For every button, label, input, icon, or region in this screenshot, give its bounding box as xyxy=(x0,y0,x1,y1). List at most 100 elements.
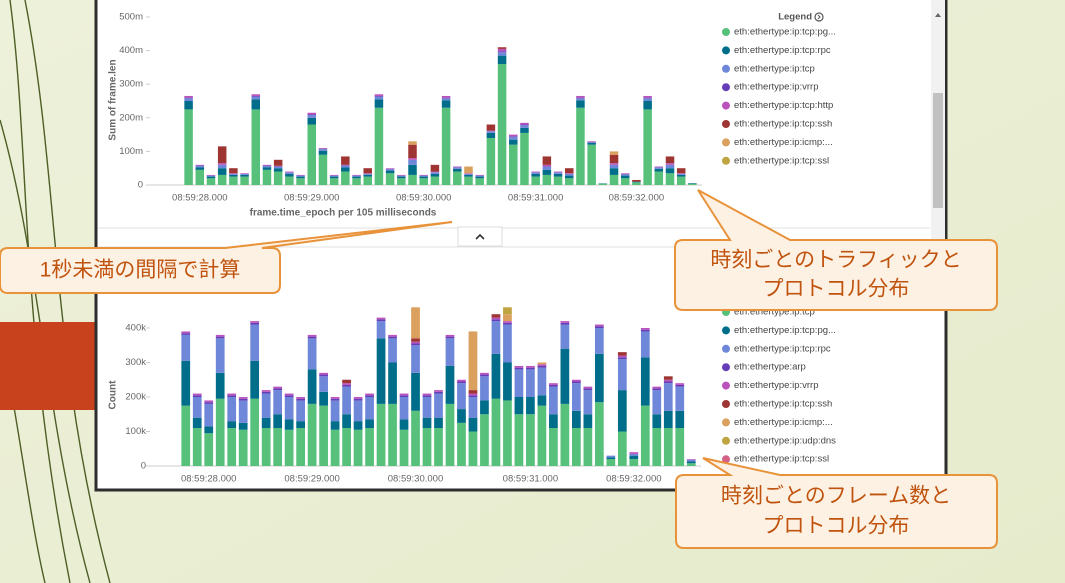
bar-segment xyxy=(363,173,372,174)
bar-segment xyxy=(376,317,386,320)
bar-segment xyxy=(560,403,570,466)
bar-segment xyxy=(480,372,489,375)
bar-segment xyxy=(491,321,501,354)
bar-segment xyxy=(453,167,462,169)
bar-segment xyxy=(408,144,417,159)
legend-swatch xyxy=(722,436,730,445)
bar-segment xyxy=(227,428,237,466)
callout xyxy=(674,189,998,311)
bar-segment xyxy=(676,176,686,185)
bar-segment xyxy=(468,431,478,466)
x-axis-title: frame.time_epoch per 105 milliseconds xyxy=(250,208,437,219)
bar-segment xyxy=(296,398,305,401)
bar-segment xyxy=(273,414,283,429)
bar-segment xyxy=(606,455,616,458)
legend-swatch xyxy=(722,83,730,92)
bar-segment xyxy=(353,397,363,399)
bar-segment xyxy=(273,165,283,167)
bar-segment xyxy=(422,393,432,396)
bar-segment xyxy=(397,174,406,176)
bar-segment xyxy=(486,130,496,132)
bar-segment xyxy=(665,168,675,174)
bar-segment xyxy=(464,173,473,175)
bar-segment xyxy=(526,369,535,397)
bar-segment xyxy=(184,95,193,98)
bar-segment xyxy=(520,124,529,126)
bar-segment xyxy=(399,395,409,397)
bar-segment xyxy=(549,384,558,387)
callout xyxy=(675,457,998,549)
bar-segment xyxy=(215,338,225,373)
collapse-icon[interactable] xyxy=(475,233,485,240)
bar-segment xyxy=(632,179,641,182)
scroll-up[interactable] xyxy=(935,13,941,17)
bar-segment xyxy=(238,397,248,399)
callouts: 1秒未満の間隔で計算 時刻ごとのトラフィックと プロトコル分布 時刻ごとのフレー… xyxy=(0,189,998,549)
bar-segment xyxy=(408,159,417,165)
bar-segment xyxy=(227,421,237,429)
bar-segment xyxy=(251,95,261,97)
bar-segment xyxy=(204,400,214,403)
bar-segment xyxy=(663,376,673,380)
bar-segment xyxy=(206,175,216,177)
bar-segment xyxy=(307,114,317,116)
legend-swatch xyxy=(722,326,730,335)
bar-segment xyxy=(240,174,249,177)
bar-segment xyxy=(663,381,673,384)
bar-segment xyxy=(553,171,563,173)
y-tick-label: 200m xyxy=(119,112,143,123)
bar-segment xyxy=(617,355,627,358)
bar-segment xyxy=(665,173,675,185)
callout-text: 時刻ごとのトラフィックと xyxy=(710,249,961,272)
bar-segment xyxy=(609,168,619,175)
bar-segment xyxy=(475,176,484,179)
legend-label: eth:ethertype:arp xyxy=(734,362,806,373)
bar-segment xyxy=(307,334,317,337)
bar-segment xyxy=(261,428,271,466)
callout xyxy=(0,221,453,294)
bar-segment xyxy=(342,428,351,466)
bar-segment xyxy=(654,171,664,185)
x-tick-label: 08:59:29.000 xyxy=(284,474,339,485)
collapse-tab[interactable] xyxy=(457,226,503,247)
bar-segment xyxy=(318,149,328,151)
scrollbar-thumb[interactable] xyxy=(933,93,943,208)
bar-segment xyxy=(475,174,484,176)
x-tick-label: 08:59:30.000 xyxy=(396,193,451,204)
bar-segment xyxy=(497,51,507,53)
bar-segment xyxy=(273,171,283,185)
bar-segment xyxy=(583,428,593,466)
legend-label: eth:ethertype:ip:udp:dns xyxy=(734,435,836,446)
bar-segment xyxy=(643,98,652,101)
bar-segment xyxy=(564,173,574,174)
bar-segment xyxy=(497,52,507,56)
bar-segment xyxy=(509,136,518,137)
bar-segment xyxy=(365,419,374,429)
bar-segment xyxy=(654,168,664,172)
bar-segment xyxy=(341,171,350,185)
bar-segment xyxy=(560,321,570,323)
bar-segment xyxy=(457,409,466,423)
bar-segment xyxy=(560,322,570,325)
bar-segment xyxy=(665,156,675,164)
bar-segment xyxy=(330,398,340,401)
bar-segment xyxy=(342,383,351,385)
bar-segment xyxy=(514,397,524,415)
callout-text: 時刻ごとのフレーム数と xyxy=(721,485,951,508)
bar-segment xyxy=(576,98,585,101)
legend-toggle-arrow[interactable] xyxy=(817,14,821,20)
bar-segment xyxy=(594,353,604,403)
bar-segment xyxy=(363,174,372,177)
bar-segment xyxy=(629,452,639,454)
bar-segment xyxy=(374,99,384,108)
bar-segment xyxy=(388,403,397,466)
bar-segment xyxy=(620,175,630,179)
bar-segment xyxy=(261,393,271,418)
bar-segment xyxy=(419,178,428,185)
legend-toggle[interactable] xyxy=(814,12,824,22)
legend-label: eth:ethertype:ip:tcp:pg... xyxy=(734,325,836,336)
bar-segment xyxy=(503,307,512,315)
legend-label: eth:ethertype:ip:vrrp xyxy=(734,82,819,93)
bar-segment xyxy=(453,171,462,185)
bar-segment xyxy=(363,173,372,175)
